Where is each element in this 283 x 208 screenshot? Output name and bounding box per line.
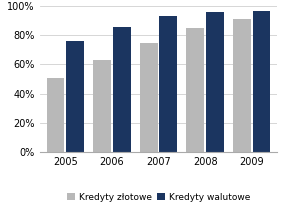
Bar [206,12,224,152]
Bar [47,78,64,152]
Legend: Kredyty złotowe, Kredyty walutowe: Kredyty złotowe, Kredyty walutowe [67,193,250,202]
Bar [159,16,177,152]
Bar [140,43,158,152]
Bar [233,19,251,152]
Bar [93,60,111,152]
Bar [113,27,130,152]
Bar [186,28,204,152]
Bar [253,11,270,152]
Bar [66,41,84,152]
